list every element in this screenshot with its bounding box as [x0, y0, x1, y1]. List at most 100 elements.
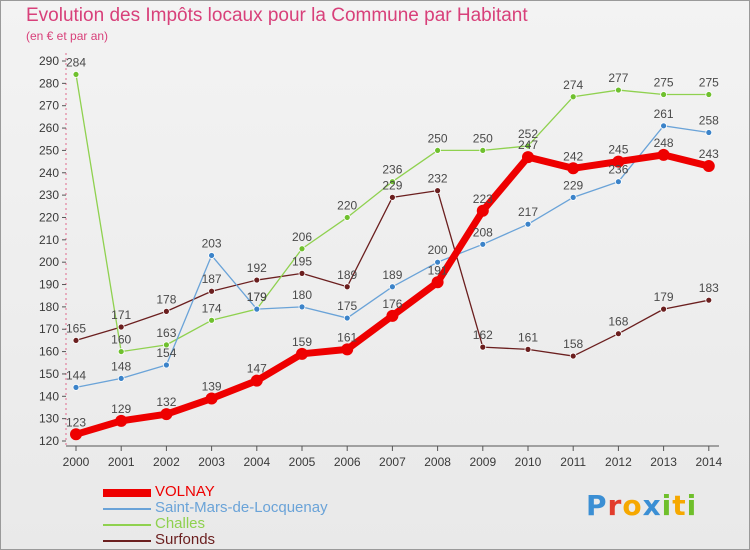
data-label-surfonds: 195 — [292, 254, 312, 268]
x-tick-label: 2012 — [605, 455, 632, 469]
data-label-challes: 236 — [382, 163, 402, 177]
data-label-challes: 274 — [563, 78, 583, 92]
data-label-volnay: 147 — [247, 362, 267, 376]
x-tick-label: 2007 — [379, 455, 406, 469]
x-tick-label: 2004 — [243, 455, 270, 469]
data-label-volnay: 191 — [428, 263, 448, 277]
data-point-volnay — [386, 309, 399, 322]
x-tick-label: 2011 — [560, 455, 586, 469]
data-point-saint-mars-de-locquenay — [660, 122, 667, 130]
logo-letter: r — [607, 489, 623, 522]
data-point-challes — [117, 348, 125, 355]
data-label-surfonds: 183 — [699, 281, 719, 295]
data-point-challes — [298, 245, 306, 253]
logo-letter: x — [642, 489, 662, 522]
y-tick-label: 210 — [39, 233, 59, 247]
data-label-surfonds: 229 — [382, 178, 402, 192]
data-label-volnay: 159 — [292, 335, 312, 349]
x-tick-label: 2014 — [695, 455, 722, 469]
data-label-saint-mars-de-locquenay: 189 — [382, 268, 402, 282]
logo-letter: o — [622, 489, 643, 522]
data-label-surfonds: 168 — [608, 315, 628, 329]
data-point-saint-mars-de-locquenay — [117, 375, 125, 382]
data-point-surfonds — [208, 287, 216, 295]
data-label-volnay: 123 — [66, 415, 86, 429]
data-label-challes: 179 — [247, 290, 267, 304]
data-label-surfonds: 161 — [518, 330, 538, 344]
data-label-challes: 250 — [473, 131, 493, 145]
data-label-volnay: 242 — [563, 149, 583, 163]
data-label-challes: 160 — [111, 333, 131, 347]
legend-swatch — [103, 489, 151, 497]
legend-label: Saint-Mars-de-Locquenay — [155, 499, 328, 516]
data-label-surfonds: 232 — [428, 172, 448, 186]
y-tick-label: 230 — [39, 188, 59, 202]
data-point-volnay — [70, 428, 82, 441]
data-point-surfonds — [343, 283, 351, 291]
legend-swatch — [103, 540, 151, 542]
data-point-surfonds — [388, 193, 396, 201]
y-tick-label: 220 — [39, 210, 59, 224]
logo-letter: P — [586, 489, 608, 522]
data-label-volnay: 161 — [337, 330, 357, 344]
data-label-surfonds: 189 — [337, 268, 357, 282]
data-point-surfonds — [705, 296, 713, 304]
data-point-volnay — [657, 148, 670, 161]
chart-subtitle: (en € et par an) — [26, 29, 109, 43]
data-point-saint-mars-de-locquenay — [615, 178, 622, 186]
data-point-challes — [479, 147, 487, 154]
x-tick-label: 2013 — [650, 455, 677, 469]
data-point-challes — [72, 71, 80, 78]
data-point-volnay — [115, 414, 128, 427]
y-tick-label: 190 — [39, 278, 59, 292]
data-label-surfonds: 162 — [473, 328, 493, 342]
y-tick-label: 160 — [39, 345, 59, 359]
data-point-volnay — [296, 347, 308, 360]
data-label-surfonds: 179 — [654, 290, 674, 304]
data-point-saint-mars-de-locquenay — [479, 240, 487, 248]
data-point-challes — [660, 91, 667, 98]
data-label-volnay: 176 — [382, 297, 402, 311]
y-tick-label: 280 — [39, 76, 59, 90]
data-point-surfonds — [117, 323, 125, 331]
data-point-surfonds — [253, 276, 261, 284]
data-label-challes: 284 — [66, 55, 86, 69]
data-point-volnay — [522, 151, 534, 164]
data-label-volnay: 139 — [202, 380, 222, 394]
chart-title: Evolution des Impôts locaux pour la Comm… — [26, 5, 528, 26]
data-point-saint-mars-de-locquenay — [208, 252, 216, 259]
data-point-challes — [208, 316, 216, 324]
y-tick-label: 290 — [39, 54, 59, 68]
data-point-surfonds — [660, 305, 667, 313]
data-label-surfonds: 192 — [247, 261, 267, 275]
data-label-saint-mars-de-locquenay: 229 — [563, 178, 583, 192]
x-tick-label: 2001 — [108, 455, 135, 469]
y-tick-label: 240 — [39, 166, 59, 180]
x-tick-label: 2009 — [469, 455, 496, 469]
data-label-volnay: 245 — [608, 143, 628, 157]
legend-label: VOLNAY — [155, 483, 215, 500]
legend-swatch — [103, 508, 151, 510]
data-label-volnay: 248 — [654, 136, 674, 150]
x-tick-label: 2003 — [198, 455, 225, 469]
data-point-volnay — [702, 160, 715, 173]
data-point-volnay — [431, 276, 444, 289]
data-point-surfonds — [72, 337, 80, 344]
legend-label: Surfonds — [155, 531, 216, 548]
data-point-volnay — [612, 155, 625, 168]
data-label-saint-mars-de-locquenay: 203 — [202, 236, 222, 250]
data-label-saint-mars-de-locquenay: 144 — [66, 368, 86, 382]
data-point-volnay — [341, 343, 354, 356]
data-point-saint-mars-de-locquenay — [72, 383, 80, 391]
data-label-saint-mars-de-locquenay: 154 — [156, 346, 176, 360]
y-tick-label: 250 — [39, 143, 59, 157]
data-point-saint-mars-de-locquenay — [388, 283, 396, 291]
data-point-volnay — [205, 392, 218, 405]
data-point-surfonds — [524, 345, 532, 353]
data-label-challes: 275 — [699, 76, 719, 90]
data-point-volnay — [250, 374, 263, 387]
data-point-surfonds — [162, 307, 170, 315]
data-point-volnay — [160, 408, 173, 421]
y-tick-label: 150 — [39, 367, 59, 381]
